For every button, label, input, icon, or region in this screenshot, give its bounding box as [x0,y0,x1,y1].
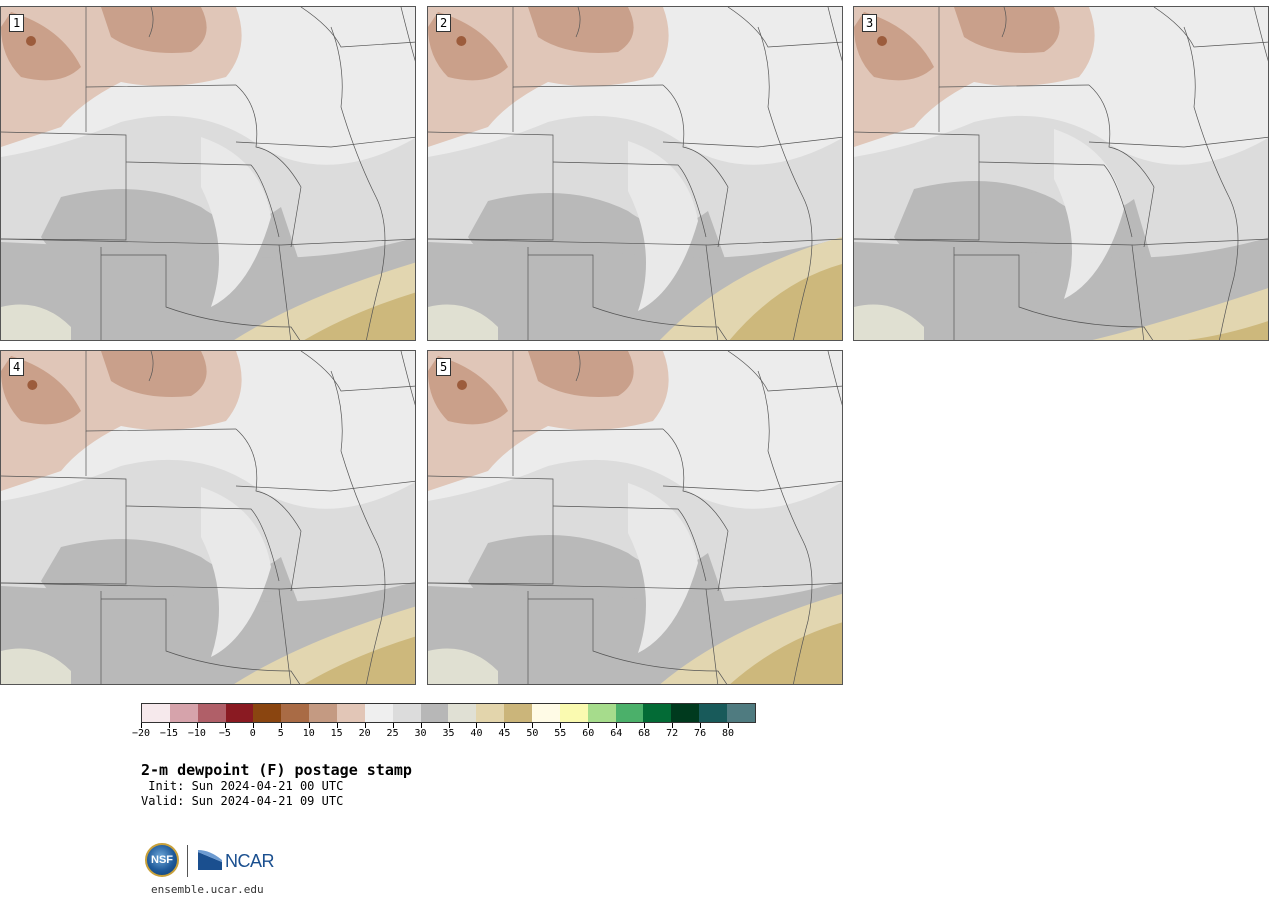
colorbar-tick [560,723,562,728]
colorbar-tick [364,723,366,728]
colorbar-tick-label: 25 [386,728,399,739]
colorbar-tick-label: 76 [694,728,707,739]
colorbar-tick-label: 30 [414,728,427,739]
colorbar-tick-label: 68 [638,728,651,739]
colorbar-swatch [197,704,226,722]
colorbar-swatch [448,704,477,722]
colorbar-tick-label: 35 [442,728,455,739]
colorbar-tick-label: 5 [277,728,284,739]
nsf-logo: NSF [145,843,179,877]
site-url: ensemble.ucar.edu [151,883,264,896]
colorbar-tick [728,723,730,728]
colorbar-tick-label: 72 [666,728,679,739]
colorbar-tick [252,723,254,728]
colorbar-tick-label: 80 [722,728,735,739]
ncar-logo-icon [198,850,222,870]
member-label: 2 [436,14,452,32]
colorbar-tick [420,723,422,728]
colorbar-swatch [225,704,254,722]
colorbar-swatch [476,704,505,722]
postage-stamp-panel-4: 4 [0,350,416,685]
colorbar-tick [224,723,226,728]
colorbar-tick-label: −15 [159,728,178,739]
colorbar-tick [280,723,282,728]
colorbar-tick [392,723,394,728]
init-time: Init: Sun 2024-04-21 00 UTC [141,779,344,793]
member-label: 4 [9,358,25,376]
colorbar-tick-label: 60 [582,728,595,739]
colorbar-swatch [504,704,533,722]
ncar-logo-text: NCAR [225,851,275,871]
colorbar-tick-label: −5 [218,728,231,739]
dewpoint-map [428,351,842,684]
colorbar-swatch [559,704,588,722]
colorbar-tick-label: 20 [358,728,371,739]
colorbar-swatch [309,704,338,722]
dewpoint-map [854,7,1268,340]
colorbar-tick [700,723,702,728]
colorbar-swatch [643,704,672,722]
dewpoint-map [428,7,842,340]
colorbar-tick-label: 50 [526,728,539,739]
colorbar-swatch [587,704,616,722]
member-label: 3 [862,14,878,32]
colorbar-tick-label: 15 [330,728,343,739]
colorbar-tick-label: 64 [610,728,623,739]
colorbar-swatch [253,704,282,722]
colorbar-tick [672,723,674,728]
colorbar-tick-label: 0 [249,728,256,739]
colorbar-swatch [420,704,449,722]
colorbar-swatch [142,704,170,722]
colorbar-swatch [392,704,421,722]
colorbar-swatch [281,704,310,722]
colorbar-tick [336,723,338,728]
colorbar-tick-label: 45 [498,728,511,739]
member-label: 1 [9,14,25,32]
colorbar-tick-label: 10 [302,728,315,739]
valid-time: Valid: Sun 2024-04-21 09 UTC [141,794,344,808]
colorbar-swatch [364,704,393,722]
member-label: 5 [436,358,452,376]
plot-title: 2-m dewpoint (F) postage stamp [141,761,412,779]
colorbar-tick [504,723,506,728]
colorbar-swatch [169,704,198,722]
colorbar-swatch [699,704,728,722]
colorbar-tick [588,723,590,728]
colorbar-tick-label: 55 [554,728,567,739]
dewpoint-map [1,351,415,684]
colorbar-tick [448,723,450,728]
colorbar-swatch [727,704,755,722]
colorbar-tick [196,723,198,728]
postage-stamp-panel-3: 3 [853,6,1269,341]
colorbar-swatch [532,704,560,722]
colorbar [141,703,756,723]
colorbar-tick [141,723,142,728]
nsf-logo-text: NSF [151,854,173,866]
colorbar-tick [616,723,618,728]
postage-stamp-panel-1: 1 [0,6,416,341]
colorbar-tick [308,723,310,728]
colorbar-tick-label: −20 [131,728,151,739]
colorbar-tick [644,723,646,728]
postage-stamp-panel-5: 5 [427,350,843,685]
colorbar-swatch [615,704,644,722]
colorbar-tick-label: −10 [187,728,206,739]
colorbar-tick [476,723,478,728]
colorbar-swatch [337,704,365,722]
colorbar-tick [168,723,170,728]
colorbar-swatch [671,704,700,722]
logo-divider [187,845,188,877]
colorbar-tick-label: 40 [470,728,483,739]
postage-stamp-panel-2: 2 [427,6,843,341]
dewpoint-map [1,7,415,340]
colorbar-tick [532,723,534,728]
